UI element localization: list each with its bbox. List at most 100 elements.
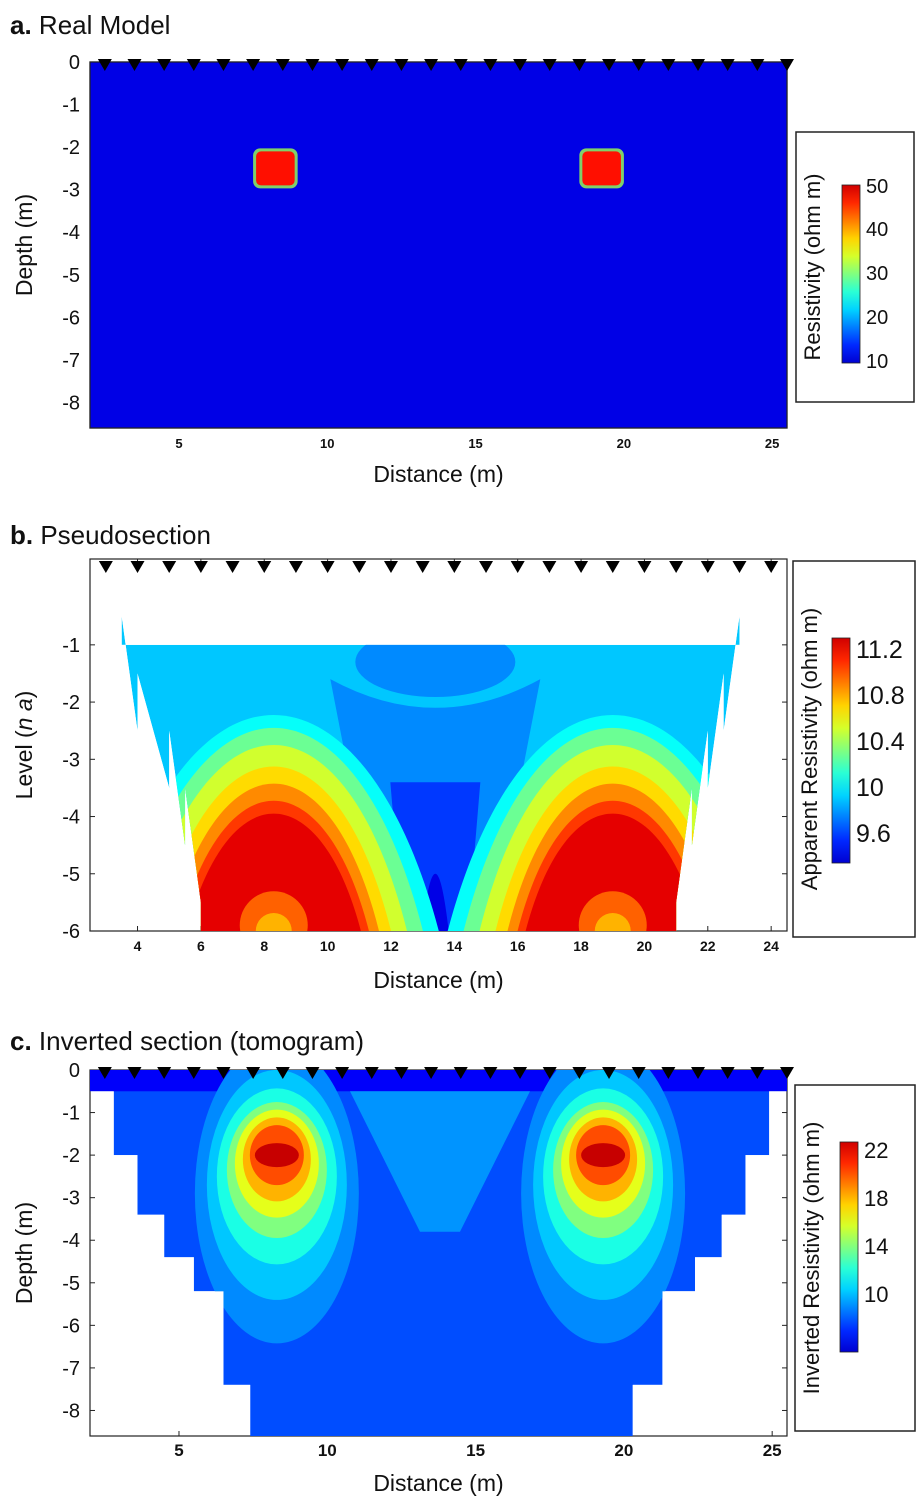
panel-a-electrode-marker bbox=[424, 59, 439, 71]
panel-b-x-tick-label: 12 bbox=[383, 938, 399, 954]
panel-b-electrode-marker bbox=[193, 561, 208, 573]
panel-c-x-tick-label: 25 bbox=[763, 1441, 782, 1460]
panel-b-colorbar-tick-label: 11.2 bbox=[856, 636, 903, 664]
panel-b-colorbar-tick-label: 10.8 bbox=[856, 682, 905, 710]
panel-c-electrode-marker bbox=[513, 1067, 528, 1079]
panel-c-electrode-marker bbox=[602, 1067, 617, 1079]
panel-c-electrode-marker bbox=[691, 1067, 706, 1079]
panel-a-y-tick-label: -7 bbox=[62, 350, 80, 372]
panel-c-electrode-marker bbox=[305, 1067, 320, 1079]
panel-c-contour-field bbox=[90, 1070, 787, 1436]
panel-b-electrode-marker bbox=[764, 561, 779, 573]
panel-c-anomaly-ring bbox=[254, 1143, 299, 1168]
panel-b-x-tick-label: 6 bbox=[197, 938, 205, 954]
panel-a-y-tick-label: -3 bbox=[62, 180, 80, 202]
panel-b-y-axis-label-prefix: Level ( bbox=[11, 730, 37, 799]
panel-c-y-tick-label: -6 bbox=[62, 1315, 80, 1337]
panel-b-electrode-marker bbox=[225, 561, 240, 573]
panel-a-anomaly bbox=[582, 151, 621, 186]
panel-b-y-tick-label: -5 bbox=[62, 864, 80, 886]
panel-b-electrode-marker bbox=[669, 561, 684, 573]
panel-c-electrode-marker bbox=[631, 1067, 646, 1079]
panel-b-y-tick-label: -6 bbox=[62, 921, 80, 943]
panel-b-electrode-marker bbox=[479, 561, 494, 573]
panel-a-background-field bbox=[90, 62, 787, 428]
panel-c-y-tick-label: -1 bbox=[62, 1103, 80, 1125]
panel-b-title: b. Pseudosection bbox=[10, 520, 211, 551]
panel-a-x-tick-label: 25 bbox=[765, 436, 779, 451]
panel-a-y-tick-label: -5 bbox=[62, 265, 80, 287]
panel-c-electrode-marker bbox=[483, 1067, 498, 1079]
panel-a-colorbar-tick-label: 10 bbox=[866, 351, 888, 373]
panel-b-y-tick-label: -1 bbox=[62, 635, 80, 657]
panel-b-colorbar-tick-label: 10 bbox=[856, 774, 884, 802]
panel-c-title-text: Inverted section (tomogram) bbox=[38, 1026, 365, 1056]
panel-b-title-text: Pseudosection bbox=[40, 520, 211, 550]
panel-c-electrode-marker bbox=[97, 1067, 112, 1079]
panel-c-electrode-marker bbox=[364, 1067, 379, 1079]
panel-a-anomaly bbox=[256, 151, 295, 186]
panel-a-colorbar-tick-label: 40 bbox=[866, 219, 888, 241]
panel-b-y-tick-label: -4 bbox=[62, 807, 80, 829]
panel-c-colorbar-tick-label: 18 bbox=[864, 1186, 888, 1211]
panel-a-electrode-marker bbox=[364, 59, 379, 71]
panel-a-electrode-marker bbox=[750, 59, 765, 71]
panel-b-x-tick-label: 24 bbox=[763, 938, 779, 954]
panel-c-x-tick-label: 20 bbox=[614, 1441, 633, 1460]
panel-b-y-tick-label: -3 bbox=[62, 749, 80, 771]
panel-a-y-tick-label: -1 bbox=[62, 95, 80, 117]
panel-b-electrode-marker bbox=[447, 561, 462, 573]
panel-c-electrode-marker bbox=[216, 1067, 231, 1079]
panel-c-y-tick-label: -7 bbox=[62, 1358, 80, 1380]
panel-a-electrode-marker bbox=[394, 59, 409, 71]
panel-a-plot-border bbox=[89, 61, 788, 429]
panel-c-electrode-marker bbox=[157, 1067, 172, 1079]
panel-c-electrode-marker bbox=[780, 1067, 794, 1079]
panel-c-y-tick-label: -8 bbox=[62, 1400, 80, 1422]
panel-c-central-zone bbox=[349, 1091, 530, 1232]
panel-a-electrode-marker bbox=[127, 59, 142, 71]
panel-a-y-axis-label: Depth (m) bbox=[11, 194, 37, 296]
panel-b-electrode-marker bbox=[288, 561, 303, 573]
panel-a-y-tick-label: 0 bbox=[69, 52, 80, 74]
panel-b-arch-band bbox=[522, 813, 703, 943]
panel-c-electrode-marker bbox=[335, 1067, 350, 1079]
panel-c-electrode-marker bbox=[246, 1067, 261, 1079]
panel-b-x-tick-label: 18 bbox=[573, 938, 589, 954]
panel-c-electrode-marker bbox=[424, 1067, 439, 1079]
panel-a-electrode-marker bbox=[453, 59, 468, 71]
panel-a-y-tick-label: -2 bbox=[62, 137, 80, 159]
panel-b-colorbar-frame bbox=[792, 560, 916, 938]
panel-a-electrode-marker bbox=[572, 59, 587, 71]
panel-b-x-axis-label: Distance (m) bbox=[373, 967, 503, 993]
panel-a-electrode-marker bbox=[780, 59, 794, 71]
panel-a-y-tick-label: -8 bbox=[62, 392, 80, 414]
panel-a-electrode-marker bbox=[691, 59, 706, 71]
panel-b-contour-field bbox=[121, 616, 740, 960]
panel-c-colorbar-tick-label: 10 bbox=[864, 1282, 888, 1307]
panel-c-y-tick-label: 0 bbox=[69, 1060, 80, 1082]
panel-a-electrode-marker bbox=[186, 59, 201, 71]
panel-b-x-tick-label: 10 bbox=[320, 938, 336, 954]
panel-b-y-axis-label: Level (n a) bbox=[11, 691, 37, 800]
panel-a-electrode-marker bbox=[542, 59, 557, 71]
panel-c-anomaly-ring bbox=[581, 1143, 626, 1168]
panel-c-electrode-marker bbox=[127, 1067, 142, 1079]
panel-b-electrode-marker bbox=[383, 561, 398, 573]
panel-a-electrode-marker bbox=[157, 59, 172, 71]
panel-c-electrode-marker bbox=[750, 1067, 765, 1079]
panel-b-electrode-marker bbox=[605, 561, 620, 573]
panel-b-electrode-marker bbox=[98, 561, 113, 573]
panel-a-electrode-marker bbox=[513, 59, 528, 71]
panel-b-arch-band bbox=[183, 813, 364, 943]
panel-a-colorbar-tick-label: 30 bbox=[866, 263, 888, 285]
panel-a-electrode-marker bbox=[246, 59, 261, 71]
panel-b-x-tick-label: 16 bbox=[510, 938, 526, 954]
panel-a-electrode-marker bbox=[97, 59, 112, 71]
panel-b-x-tick-label: 22 bbox=[700, 938, 716, 954]
panel-a-colorbar-tick-label: 20 bbox=[866, 307, 888, 329]
panel-a-x-tick-label: 20 bbox=[617, 436, 631, 451]
panel-b-electrode-marker bbox=[637, 561, 652, 573]
panel-c-title: c. Inverted section (tomogram) bbox=[10, 1026, 364, 1057]
panel-b-electrode-marker bbox=[352, 561, 367, 573]
